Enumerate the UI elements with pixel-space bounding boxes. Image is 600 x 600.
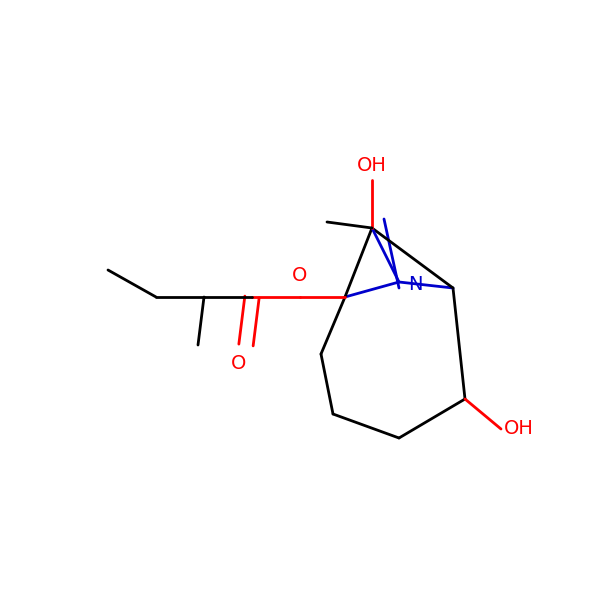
Text: N: N [408, 275, 422, 295]
Text: O: O [231, 354, 247, 373]
Text: O: O [292, 266, 308, 285]
Text: OH: OH [504, 419, 534, 439]
Text: OH: OH [357, 156, 387, 175]
